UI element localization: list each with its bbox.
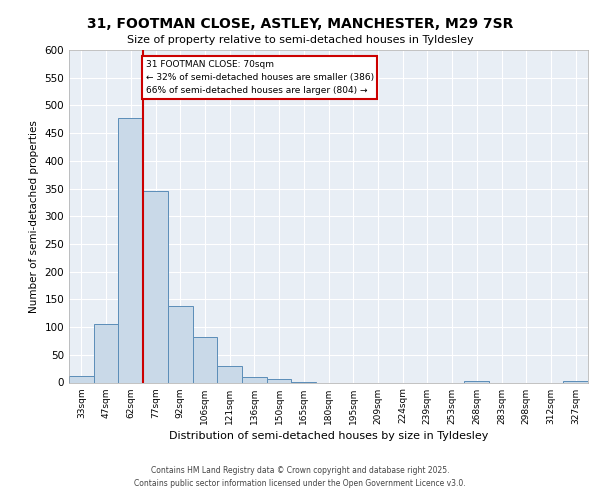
- Bar: [168, 306, 193, 382]
- Bar: [563, 381, 588, 382]
- Bar: [242, 377, 267, 382]
- Bar: [94, 324, 118, 382]
- Text: Size of property relative to semi-detached houses in Tyldesley: Size of property relative to semi-detach…: [127, 35, 473, 45]
- Bar: [217, 366, 242, 382]
- Y-axis label: Number of semi-detached properties: Number of semi-detached properties: [29, 120, 39, 312]
- Text: 31 FOOTMAN CLOSE: 70sqm
← 32% of semi-detached houses are smaller (386)
66% of s: 31 FOOTMAN CLOSE: 70sqm ← 32% of semi-de…: [146, 60, 374, 96]
- Bar: [118, 118, 143, 382]
- X-axis label: Distribution of semi-detached houses by size in Tyldesley: Distribution of semi-detached houses by …: [169, 430, 488, 440]
- Bar: [267, 379, 292, 382]
- Bar: [69, 376, 94, 382]
- Bar: [143, 192, 168, 382]
- Text: Contains HM Land Registry data © Crown copyright and database right 2025.
Contai: Contains HM Land Registry data © Crown c…: [134, 466, 466, 487]
- Text: 31, FOOTMAN CLOSE, ASTLEY, MANCHESTER, M29 7SR: 31, FOOTMAN CLOSE, ASTLEY, MANCHESTER, M…: [87, 18, 513, 32]
- Bar: [193, 337, 217, 382]
